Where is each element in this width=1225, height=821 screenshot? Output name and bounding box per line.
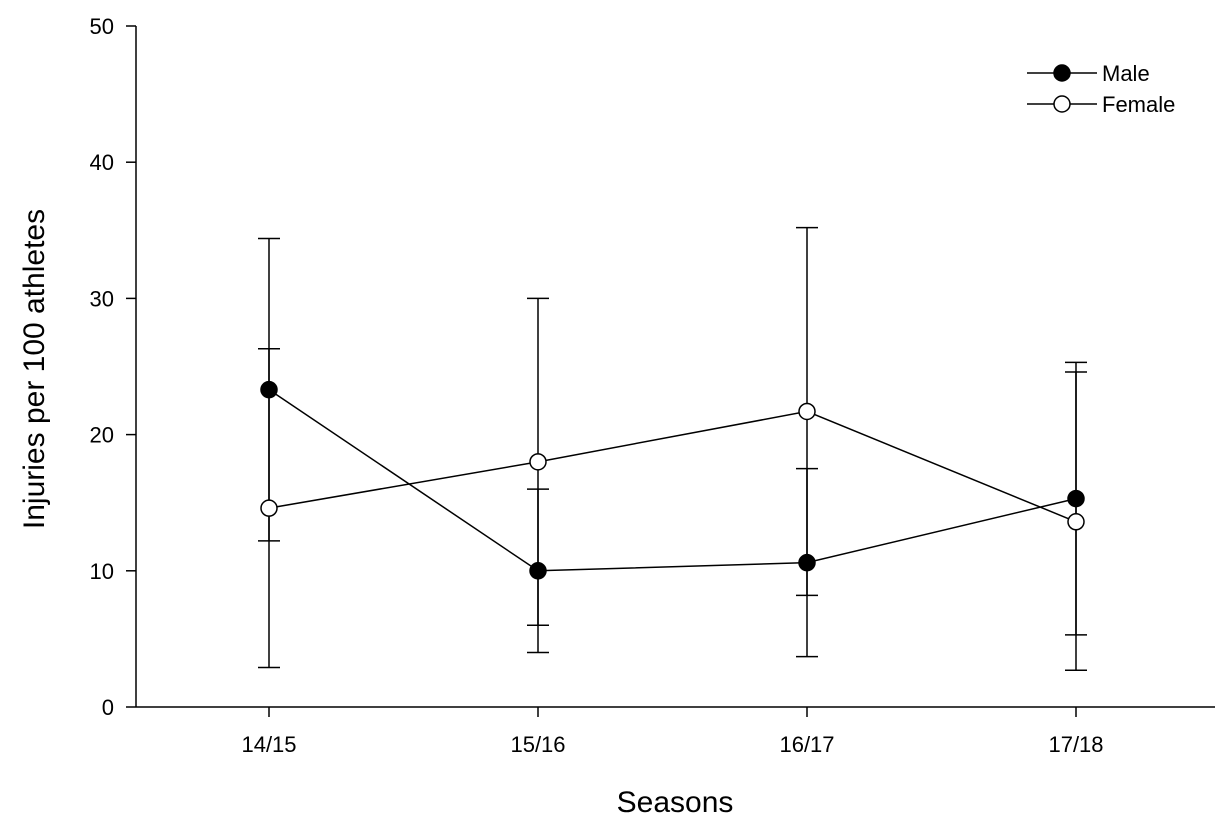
male-point	[260, 380, 278, 399]
male-series-line	[268, 389, 1077, 572]
male-point	[529, 562, 547, 580]
y-axis-title: Injuries per 100 athletes	[18, 209, 51, 529]
male-point	[1067, 489, 1085, 508]
x-tick-label: 17/18	[1048, 732, 1103, 757]
legend: Male Female	[1027, 61, 1175, 117]
female-point	[260, 499, 278, 517]
series-lines	[268, 389, 1077, 572]
x-tick-label: 14/15	[241, 732, 296, 757]
y-tick-label: 0	[102, 695, 114, 720]
legend-marker-female	[1053, 95, 1071, 113]
error-bars	[258, 226, 1087, 671]
female-series-line	[268, 410, 1077, 523]
y-tick-label: 50	[90, 14, 114, 39]
female-point	[529, 453, 547, 471]
female-point	[1067, 513, 1085, 531]
x-tick-label: 15/16	[510, 732, 565, 757]
y-tick-label: 40	[90, 150, 114, 175]
series-markers	[260, 380, 1085, 580]
y-tick-label: 30	[90, 286, 114, 311]
legend-marker-male	[1053, 64, 1071, 82]
female-point	[798, 402, 816, 421]
axes: 0 10 20 30 40 50 14/15 15/16 16/17 17/18	[90, 14, 1215, 757]
male-point	[798, 553, 816, 572]
x-tick-label: 16/17	[779, 732, 834, 757]
legend-label-female: Female	[1102, 92, 1175, 117]
y-tick-label: 20	[90, 423, 114, 448]
y-tick-label: 10	[90, 559, 114, 584]
x-axis-title: Seasons	[617, 786, 734, 819]
legend-label-male: Male	[1102, 61, 1150, 86]
